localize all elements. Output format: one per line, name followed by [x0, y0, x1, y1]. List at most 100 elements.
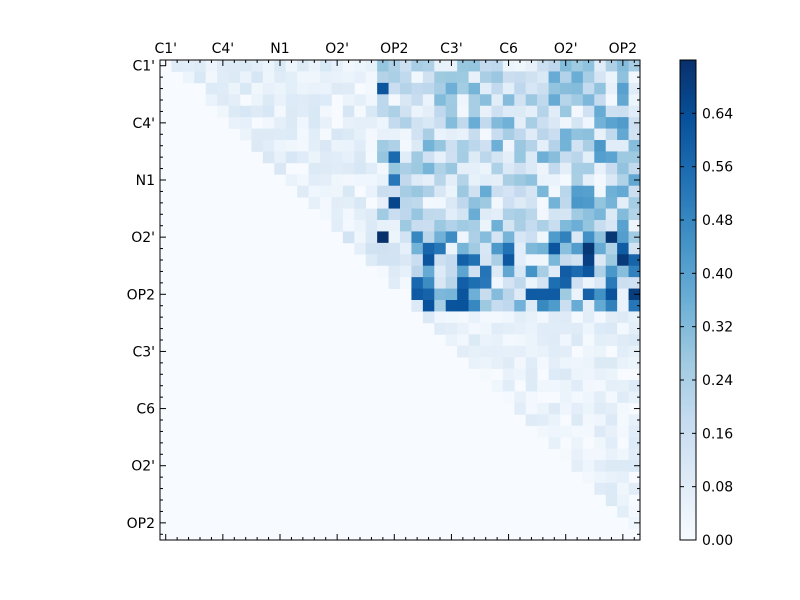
heatmap-cell [480, 322, 492, 335]
heatmap-cell [411, 242, 424, 255]
heatmap-cell [617, 482, 629, 495]
heatmap-cell [548, 265, 561, 278]
heatmap-cell [251, 60, 264, 72]
heatmap-cell [377, 174, 389, 187]
heatmap-cell [468, 105, 481, 118]
heatmap-cell [514, 185, 527, 198]
heatmap-cell [548, 197, 561, 209]
heatmap-cell [480, 368, 492, 381]
heatmap-cell [422, 151, 435, 164]
heatmap-cell [251, 82, 264, 95]
heatmap-cell [411, 128, 424, 141]
heatmap-cell [571, 334, 584, 347]
heatmap-cell [560, 448, 572, 461]
heatmap-cell [354, 197, 367, 209]
heatmap-cell [491, 197, 504, 209]
heatmap-cell [388, 117, 401, 129]
heatmap-cell [457, 140, 469, 152]
heatmap-cell [422, 220, 435, 232]
heatmap-cell [457, 208, 469, 221]
heatmap-cell [514, 82, 527, 95]
heatmap-cell [400, 197, 412, 209]
heatmap-cell [491, 94, 504, 107]
colorbar-tick-label: 0.64 [702, 106, 733, 122]
heatmap-cell [582, 265, 595, 278]
heatmap-cell [342, 140, 355, 152]
heatmap-cell [411, 162, 424, 175]
heatmap-cell [480, 265, 492, 278]
heatmap-cell [251, 94, 264, 107]
heatmap-cell [548, 60, 561, 72]
heatmap-cell [468, 322, 481, 335]
heatmap-cell [445, 140, 458, 152]
heatmap-cell [617, 220, 629, 232]
heatmap-cell [514, 277, 527, 289]
heatmap-cell [582, 345, 595, 358]
heatmap-cell [502, 231, 515, 244]
heatmap-cell [445, 322, 458, 335]
heatmap-cell [617, 265, 629, 278]
heatmap-cell [445, 231, 458, 244]
heatmap-cell [240, 128, 252, 141]
heatmap-cell [605, 140, 618, 152]
heatmap-cell [617, 494, 629, 507]
heatmap-cell [582, 471, 595, 484]
heatmap-cell [274, 105, 287, 118]
heatmap-cell [617, 254, 629, 267]
heatmap-cell [582, 128, 595, 141]
heatmap-cell [605, 425, 618, 438]
heatmap-cell [308, 140, 321, 152]
heatmap-cell [297, 185, 309, 198]
heatmap-cell [594, 162, 607, 175]
heatmap-cell [365, 174, 378, 187]
heatmap-cell [548, 231, 561, 244]
heatmap-cell [457, 105, 469, 118]
heatmap-cell [571, 265, 584, 278]
x-tick-label: N1 [270, 41, 289, 57]
heatmap-cell [548, 140, 561, 152]
heatmap-cell [457, 242, 469, 255]
heatmap-cell [525, 128, 538, 141]
heatmap-cell [308, 197, 321, 209]
heatmap-cell [182, 71, 195, 84]
heatmap-cell [445, 334, 458, 347]
heatmap-cell [308, 60, 321, 72]
heatmap-cell [251, 128, 264, 141]
heatmap-cell [525, 254, 538, 267]
heatmap-cell [342, 151, 355, 164]
heatmap-cell [262, 151, 275, 164]
x-tick-label: C1' [154, 41, 177, 57]
heatmap-cell [445, 220, 458, 232]
heatmap-cell [422, 174, 435, 187]
colorbar-tick-label: 0.08 [702, 480, 733, 496]
heatmap-cell [560, 105, 572, 118]
heatmap-cell [468, 162, 481, 175]
heatmap-cell [331, 82, 344, 95]
heatmap-cell [537, 345, 549, 358]
heatmap-cell [411, 117, 424, 129]
heatmap-cell [560, 300, 572, 312]
heatmap-cell [434, 117, 447, 129]
heatmap-cell [560, 94, 572, 107]
heatmap-cell [411, 94, 424, 107]
heatmap-cell [445, 174, 458, 187]
heatmap-cell [537, 208, 549, 221]
heatmap-cell [582, 391, 595, 404]
heatmap-cell [514, 345, 527, 358]
heatmap-cell [514, 288, 527, 301]
heatmap-cell [342, 220, 355, 232]
heatmap-cell [571, 82, 584, 95]
heatmap-cell [240, 105, 252, 118]
heatmap-cell [320, 197, 332, 209]
heatmap-cell [582, 300, 595, 312]
heatmap-cell [422, 128, 435, 141]
heatmap-cell [422, 162, 435, 175]
heatmap-cell [605, 471, 618, 484]
heatmap-cell [617, 140, 629, 152]
heatmap-cell [445, 185, 458, 198]
heatmap-cell [365, 117, 378, 129]
heatmap-cell [628, 322, 641, 335]
heatmap-cell [628, 185, 641, 198]
heatmap-cell [594, 231, 607, 244]
heatmap-cell [582, 242, 595, 255]
